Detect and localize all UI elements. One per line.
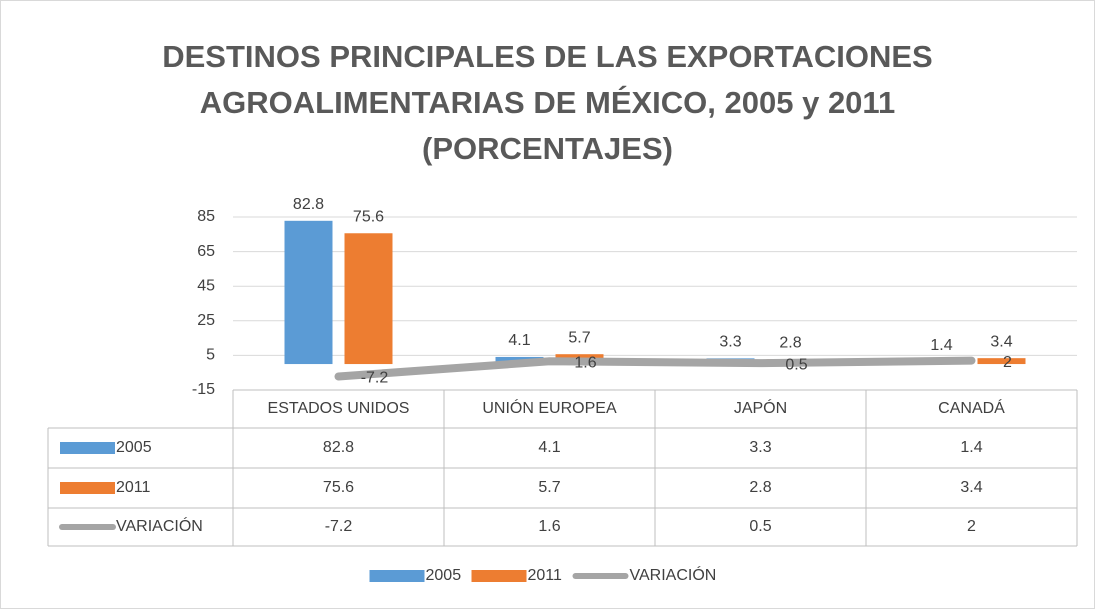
table-cell: -7.2 [325,518,353,535]
chart-title: DESTINOS PRINCIPALES DE LAS EXPORTACIONE… [162,39,933,166]
bar [344,233,393,365]
table-key [60,482,115,494]
legend-label: VARIACIÓN [630,565,717,584]
y-tick-label: -15 [192,381,215,398]
table-cell: 1.4 [960,439,982,456]
data-label: 1.4 [930,337,952,354]
data-label: -7.2 [361,370,389,387]
data-label: 5.7 [568,329,590,346]
table-cell: 2.8 [749,479,771,496]
table-cell: 82.8 [323,439,354,456]
table-cell: 0.5 [749,518,771,535]
x-tick-label: CANADÁ [938,398,1005,417]
table-row-label: 2005 [116,439,152,456]
table-cell: 4.1 [538,439,560,456]
bar [977,358,1026,365]
x-tick-label: ESTADOS UNIDOS [268,400,410,417]
x-tick-label: UNIÓN EUROPEA [482,398,617,417]
y-tick-label: 85 [197,208,215,225]
data-label: 3.4 [990,333,1012,350]
line-series [334,356,976,381]
table-key [60,442,115,454]
y-tick-label: 65 [197,243,215,260]
table-row-label: VARIACIÓN [116,516,203,535]
table-cell: 5.7 [538,479,560,496]
data-label: 2 [1003,354,1012,371]
bar [284,220,333,365]
table-row-label: 2011 [116,479,151,496]
x-tick-label: JAPÓN [734,398,787,417]
table-cell: 2 [967,518,976,535]
table-cell: 1.6 [538,518,560,535]
table-cell: 3.3 [749,439,771,456]
table-cell: 75.6 [323,479,354,496]
legend-key [471,570,527,582]
data-label: 2.8 [779,334,801,351]
legend-key [369,570,425,582]
legend-label: 2005 [426,567,462,584]
y-tick-label: 45 [197,277,215,294]
data-label: 75.6 [353,208,384,225]
y-tick-label: 5 [206,347,215,364]
table-cell: 3.4 [960,479,982,496]
data-label: 82.8 [293,196,324,213]
data-label: 0.5 [785,356,807,373]
y-tick-label: 25 [197,312,215,329]
data-label: 1.6 [574,355,596,372]
data-label: 3.3 [719,334,741,351]
legend-label: 2011 [528,567,563,584]
data-label: 4.1 [508,332,530,349]
